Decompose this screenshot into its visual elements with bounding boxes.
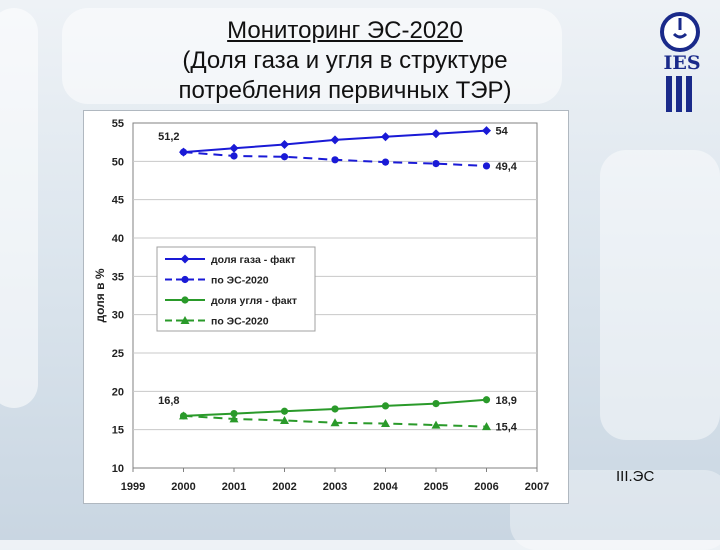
y-tick-label: 55 (112, 118, 124, 130)
x-tick-label: 1999 (121, 481, 145, 493)
y-tick-label: 35 (112, 271, 124, 283)
x-tick-label: 2001 (222, 481, 246, 493)
data-point-2 (280, 407, 289, 415)
x-tick-label: 2002 (272, 481, 296, 493)
data-point-1 (280, 153, 289, 161)
slide-title-line1: Мониторинг ЭС-2020 (227, 17, 463, 44)
data-point-3 (381, 419, 390, 428)
y-tick-label: 10 (112, 463, 124, 475)
legend-entry: по ЭС-2020 (211, 275, 269, 287)
x-tick-label: 2005 (424, 481, 448, 493)
data-point-1 (432, 160, 440, 168)
data-point-0 (381, 132, 390, 142)
data-point-2 (230, 409, 238, 418)
y-tick-label: 45 (112, 195, 124, 207)
data-label: 54 (496, 126, 509, 138)
x-tick-label: 2006 (474, 481, 498, 493)
legend-marker-1 (181, 275, 189, 284)
data-point-0 (229, 143, 239, 153)
legend-entry: по ЭС-2020 (211, 316, 269, 328)
legend-marker-2 (181, 296, 189, 304)
legend-marker-0 (180, 254, 190, 264)
data-point-2 (331, 405, 339, 413)
data-label: 15,4 (496, 422, 518, 434)
data-label: 16,8 (158, 395, 179, 407)
data-point-3 (482, 422, 491, 431)
legend-marker-3 (180, 316, 190, 324)
y-tick-label: 40 (112, 233, 124, 245)
slide-title-line2: (Доля газа и угля в структуре (182, 47, 508, 74)
legend-entry: доля газа - факт (211, 254, 296, 266)
data-point-3 (179, 411, 188, 420)
slide-title: Мониторинг ЭС-2020 (Доля газа и угля в с… (120, 16, 570, 106)
data-point-1 (230, 152, 238, 160)
x-tick-label: 2003 (323, 481, 347, 493)
x-tick-label: 2004 (373, 481, 398, 493)
data-point-1 (381, 158, 390, 166)
x-tick-label: 2000 (171, 481, 195, 493)
data-point-3 (330, 418, 340, 427)
data-label: 51,2 (158, 131, 179, 143)
data-point-0 (482, 126, 491, 136)
data-point-2 (432, 400, 440, 408)
background-panel-left (0, 8, 38, 408)
data-label: 49,4 (496, 161, 518, 173)
data-point-0 (280, 139, 289, 149)
slide-title-line3: потребления первичных ТЭР) (178, 77, 512, 104)
data-label: 18,9 (496, 395, 517, 407)
legend-entry: доля угля - факт (211, 295, 297, 307)
data-point-1 (482, 162, 491, 170)
background-panel-right (600, 150, 720, 440)
data-point-1 (179, 148, 188, 156)
data-point-0 (431, 129, 441, 139)
data-point-3 (431, 420, 441, 429)
y-axis-label: доля в % (93, 268, 107, 322)
data-point-3 (229, 414, 239, 423)
x-tick-label: 2007 (525, 481, 549, 493)
data-point-2 (482, 396, 491, 404)
ies-logo-icon (660, 12, 700, 112)
background-panel-center (62, 8, 562, 104)
data-point-2 (381, 402, 390, 410)
ies-logo: IES (656, 10, 708, 114)
y-tick-label: 25 (112, 348, 124, 360)
data-point-3 (280, 415, 289, 424)
data-point-0 (330, 135, 340, 145)
y-tick-label: 15 (112, 425, 124, 437)
y-tick-label: 50 (112, 156, 124, 168)
section-label: III.ЭС (616, 468, 655, 485)
y-tick-label: 30 (112, 310, 124, 322)
logo-text: IES (663, 52, 701, 74)
data-point-1 (331, 156, 339, 164)
y-tick-label: 20 (112, 386, 124, 398)
